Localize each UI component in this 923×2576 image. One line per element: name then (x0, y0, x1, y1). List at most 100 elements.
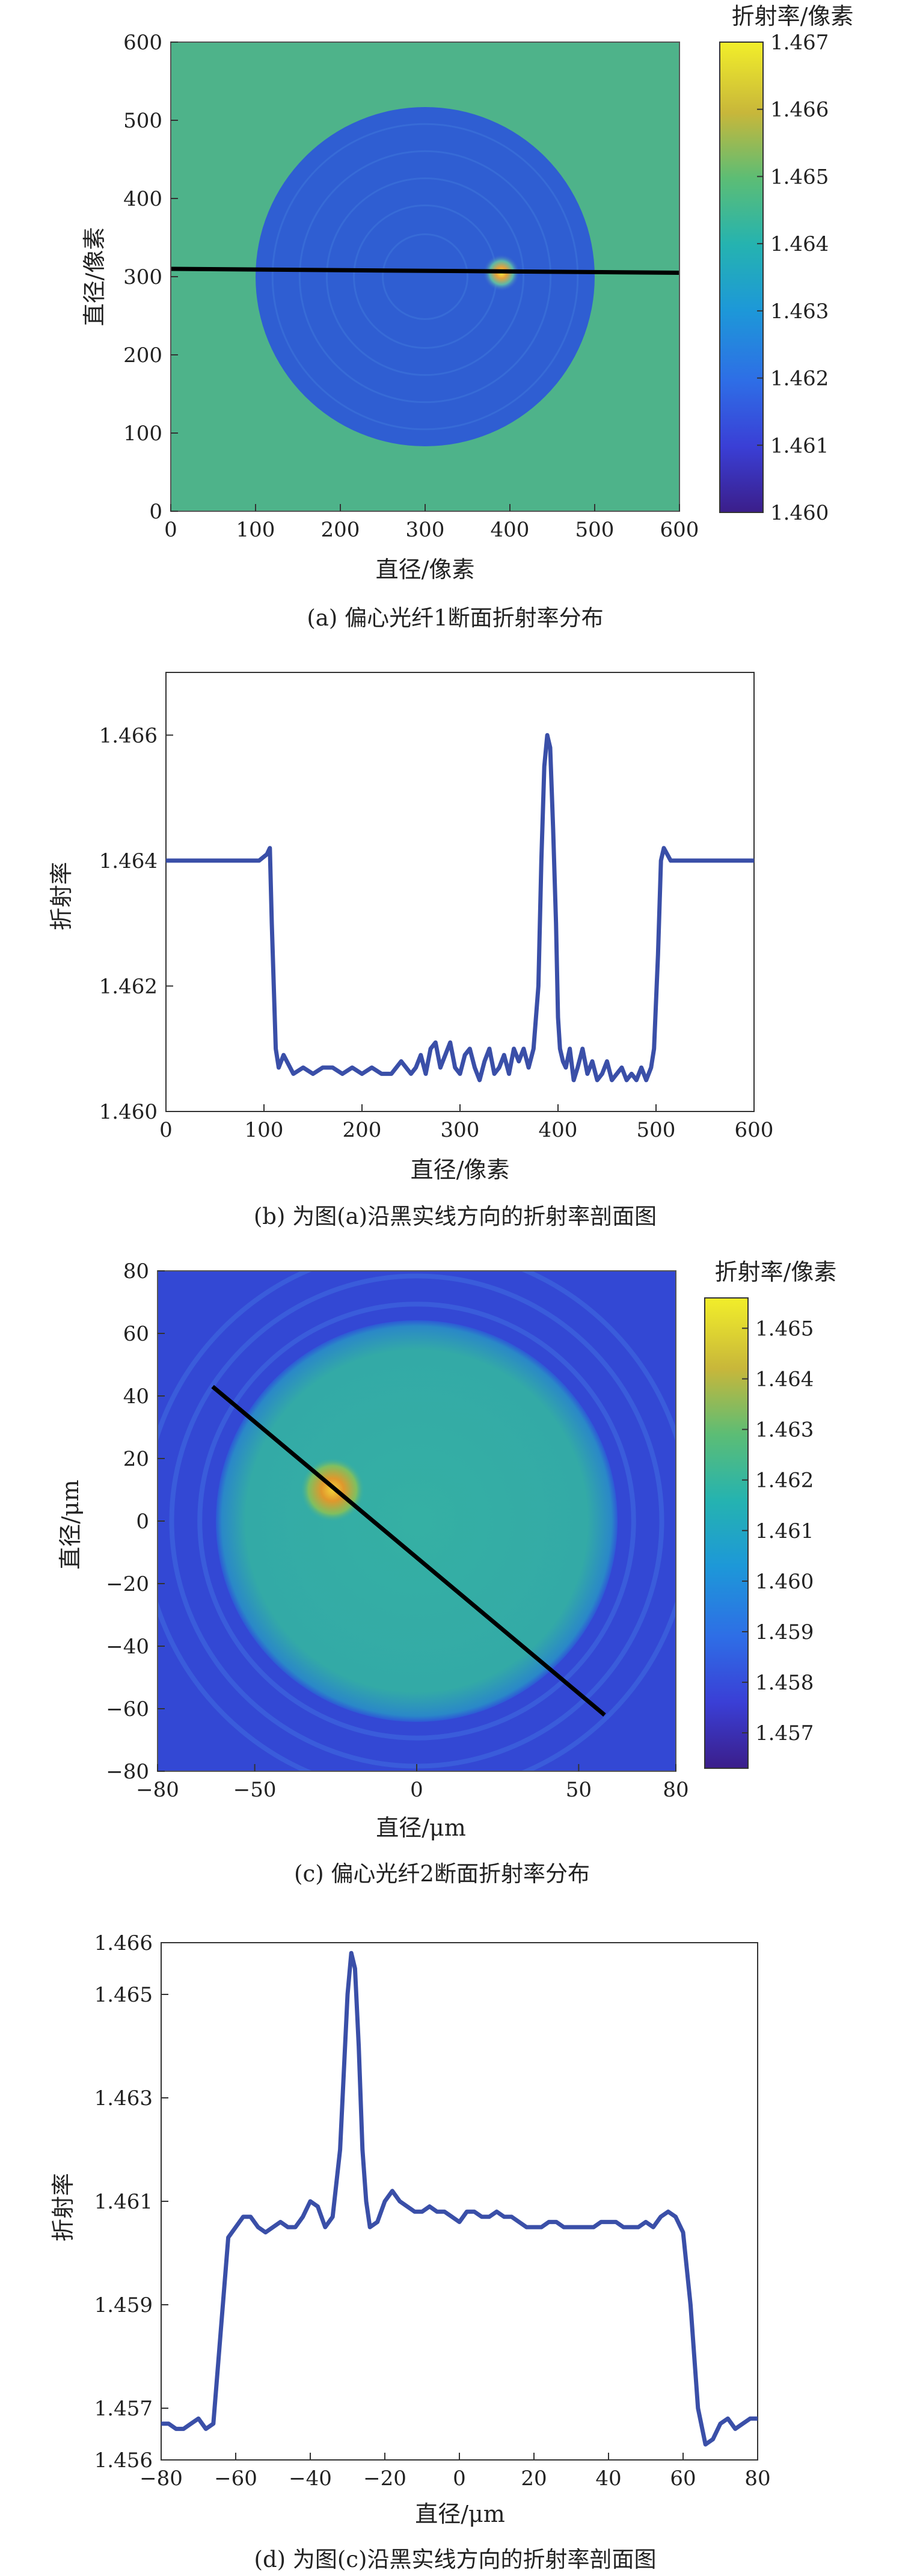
plot-b-ytick-label: 1.462 (99, 974, 158, 998)
heatmap-c-ring (197, 1302, 636, 1741)
panel-d: −80 −60 −40 −20 0 20 40 60 80 1.456 1.457 1.459 1.46… (50, 1931, 771, 2572)
plot-b-xtick-label: 200 (343, 1118, 382, 1142)
heatmap-c-ticks: −80 −50 0 50 80 −80 −60 −40 −20 0 20 40 60 80 (106, 1259, 688, 1802)
heatmap-a-ylabel: 直径/像素 (81, 227, 108, 327)
colorbar-a-label: 折射率/像素 (732, 3, 854, 29)
plot-d-xtick-label: 80 (744, 2467, 770, 2491)
heatmap-c-xtick-label: 0 (410, 1778, 423, 1802)
colorbar-c-tick-label: 1.463 (755, 1418, 814, 1442)
colorbar-a-tick-label: 1.464 (770, 232, 829, 256)
plot-d-xtick-label: 20 (521, 2467, 547, 2491)
colorbar-c-tick-label: 1.465 (755, 1317, 814, 1341)
panel-c: −80 −50 0 50 80 −80 −60 −40 −20 0 20 40 60 80 直径/μm 直… (57, 1259, 837, 1887)
plot-b-ytick-label: 1.460 (99, 1100, 158, 1124)
plot-d-xtick-label: 40 (595, 2467, 621, 2491)
caption-a: (a) 偏心光纤1断面折射率分布 (307, 605, 603, 631)
plot-d-ytick-label: 1.459 (94, 2293, 153, 2317)
colorbar-a-tick-label: 1.467 (770, 31, 829, 55)
heatmap-a-xtick-label: 600 (660, 518, 699, 542)
heatmap-a-ytick-label: 600 (123, 31, 162, 55)
colorbar-a-tick-label: 1.462 (770, 367, 829, 391)
plot-b-frame (165, 672, 755, 1112)
caption-c: (c) 偏心光纤2断面折射率分布 (294, 1861, 590, 1887)
colorbar-c-label: 折射率/像素 (715, 1259, 837, 1285)
plot-b-xtick-label: 500 (637, 1118, 676, 1142)
colorbar-a-tick-label: 1.460 (770, 501, 829, 525)
heatmap-a-xtick-label: 100 (236, 518, 275, 542)
panel-b: 0 100 200 300 400 500 6001.4601.4621.4641.466 … (48, 672, 773, 1229)
plot-d-xtick-label: 0 (453, 2467, 466, 2491)
heatmap-a-profile-line (171, 266, 679, 275)
plot-d-ytick-label: 1.457 (94, 2397, 153, 2421)
plot-b-xtick-label: 400 (539, 1118, 578, 1142)
plot-d-ytick-label: 1.461 (94, 2190, 153, 2214)
plot-d-xtick-label: −20 (363, 2467, 406, 2491)
colorbar-a-tick-label: 1.461 (770, 434, 829, 458)
plot-d-xlabel: 直径/μm (415, 2501, 505, 2527)
colorbar-a-tick-label: 1.466 (770, 98, 829, 122)
plot-b-xtick-label: 100 (245, 1118, 284, 1142)
plot-b-ticks: 0 100 200 300 400 500 600 1.460 1.462 1.464 1.466 (99, 724, 774, 1142)
heatmap-c-ylabel: 直径/μm (57, 1480, 84, 1570)
heatmap-c-xtick-label: 50 (566, 1778, 592, 1802)
heatmap-c-xtick-label: −80 (136, 1778, 179, 1802)
heatmap-c-profile-line (211, 1385, 606, 1717)
heatmap-a-ring (271, 123, 579, 431)
heatmap-c-ytick-label: −20 (106, 1572, 149, 1596)
plot-b-ylabel: 折射率 (48, 862, 75, 930)
plot-d-frame (161, 1942, 758, 2461)
colorbar-a (719, 41, 764, 513)
heatmap-a-xtick-label: 0 (164, 518, 177, 542)
plot-b-series-line (166, 733, 754, 1083)
colorbar-c-ticks: 1.457 1.458 1.459 1.460 1.461 1.462 1.463 1.464… (742, 1317, 814, 1745)
colorbar-a-ticks: 1.460 1.461 1.462 1.463 1.464 1.465 1.466 1.467 (757, 31, 829, 525)
colorbar-c-tick-label: 1.459 (755, 1620, 814, 1644)
heatmap-c-xtick-label: 80 (663, 1778, 688, 1802)
plot-d-series-line (161, 1950, 758, 2447)
plot-b-xtick-label: 600 (735, 1118, 774, 1142)
heatmap-a-ring (298, 150, 552, 404)
heatmap-a-ring (382, 233, 468, 320)
colorbar-c-tick-label: 1.457 (755, 1721, 814, 1745)
colorbar-c-tick-label: 1.458 (755, 1671, 814, 1695)
heatmap-a-ring (325, 177, 525, 377)
heatmap-a-ytick-label: 100 (123, 422, 162, 446)
heatmap-c-ytick-label: 0 (136, 1510, 149, 1534)
plot-d-ticks: −80 −60 −40 −20 0 20 40 60 80 1.456 1.457 1.459 1.46… (94, 1931, 771, 2491)
colorbar-c (704, 1297, 749, 1769)
colorbar-c-tick-label: 1.460 (755, 1570, 814, 1594)
heatmap-c-xtick-label: −50 (233, 1778, 277, 1802)
plot-b-xtick-label: 300 (441, 1118, 480, 1142)
heatmap-a-ytick-label: 300 (123, 265, 162, 289)
heatmap-a-ytick-label: 500 (123, 109, 162, 133)
heatmap-a-disk (256, 107, 595, 446)
colorbar-c-tick-label: 1.464 (755, 1368, 814, 1392)
caption-d: (d) 为图(c)沿黑实线方向的折射率剖面图 (254, 2547, 657, 2572)
plot-d-xtick-label: 60 (670, 2467, 696, 2491)
plot-d-ytick-label: 1.463 (94, 2086, 153, 2110)
heatmap-a-ytick-label: 200 (123, 343, 162, 367)
heatmap-a-ytick-label: 0 (149, 500, 162, 524)
heatmap-c-ytick-label: 40 (123, 1385, 149, 1409)
caption-b: (b) 为图(a)沿黑实线方向的折射率剖面图 (254, 1203, 657, 1229)
plot-b-ytick-label: 1.466 (99, 724, 158, 748)
heatmap-a-xtick-label: 500 (575, 518, 615, 542)
plot-b-ytick-label: 1.464 (99, 849, 158, 873)
heatmap-a-ytick-label: 400 (123, 187, 162, 211)
heatmap-a-xtick-label: 200 (321, 518, 360, 542)
plot-d-ylabel: 折射率 (50, 2173, 76, 2242)
heatmap-a-ticks: 0 100 200 300 400 500 600 0 100 200 300 400 500 600 (123, 31, 699, 542)
heatmap-c-disk (215, 1320, 618, 1723)
colorbar-c-tick-label: 1.461 (755, 1519, 814, 1543)
heatmap-c-ytick-label: 20 (123, 1447, 149, 1471)
heatmap-c-ytick-label: −40 (106, 1635, 149, 1659)
heatmap-c-xlabel: 直径/μm (376, 1815, 466, 1841)
plot-d-ytick-label: 1.466 (94, 1931, 153, 1955)
colorbar-a-tick-label: 1.465 (770, 165, 829, 189)
heatmap-c-ytick-label: 80 (123, 1259, 149, 1283)
plot-d-xtick-label: −40 (289, 2467, 332, 2491)
plot-d-xtick-label: −60 (214, 2467, 257, 2491)
plot-d-ytick-label: 1.465 (94, 1983, 153, 2007)
heatmap-a-xtick-label: 400 (491, 518, 530, 542)
